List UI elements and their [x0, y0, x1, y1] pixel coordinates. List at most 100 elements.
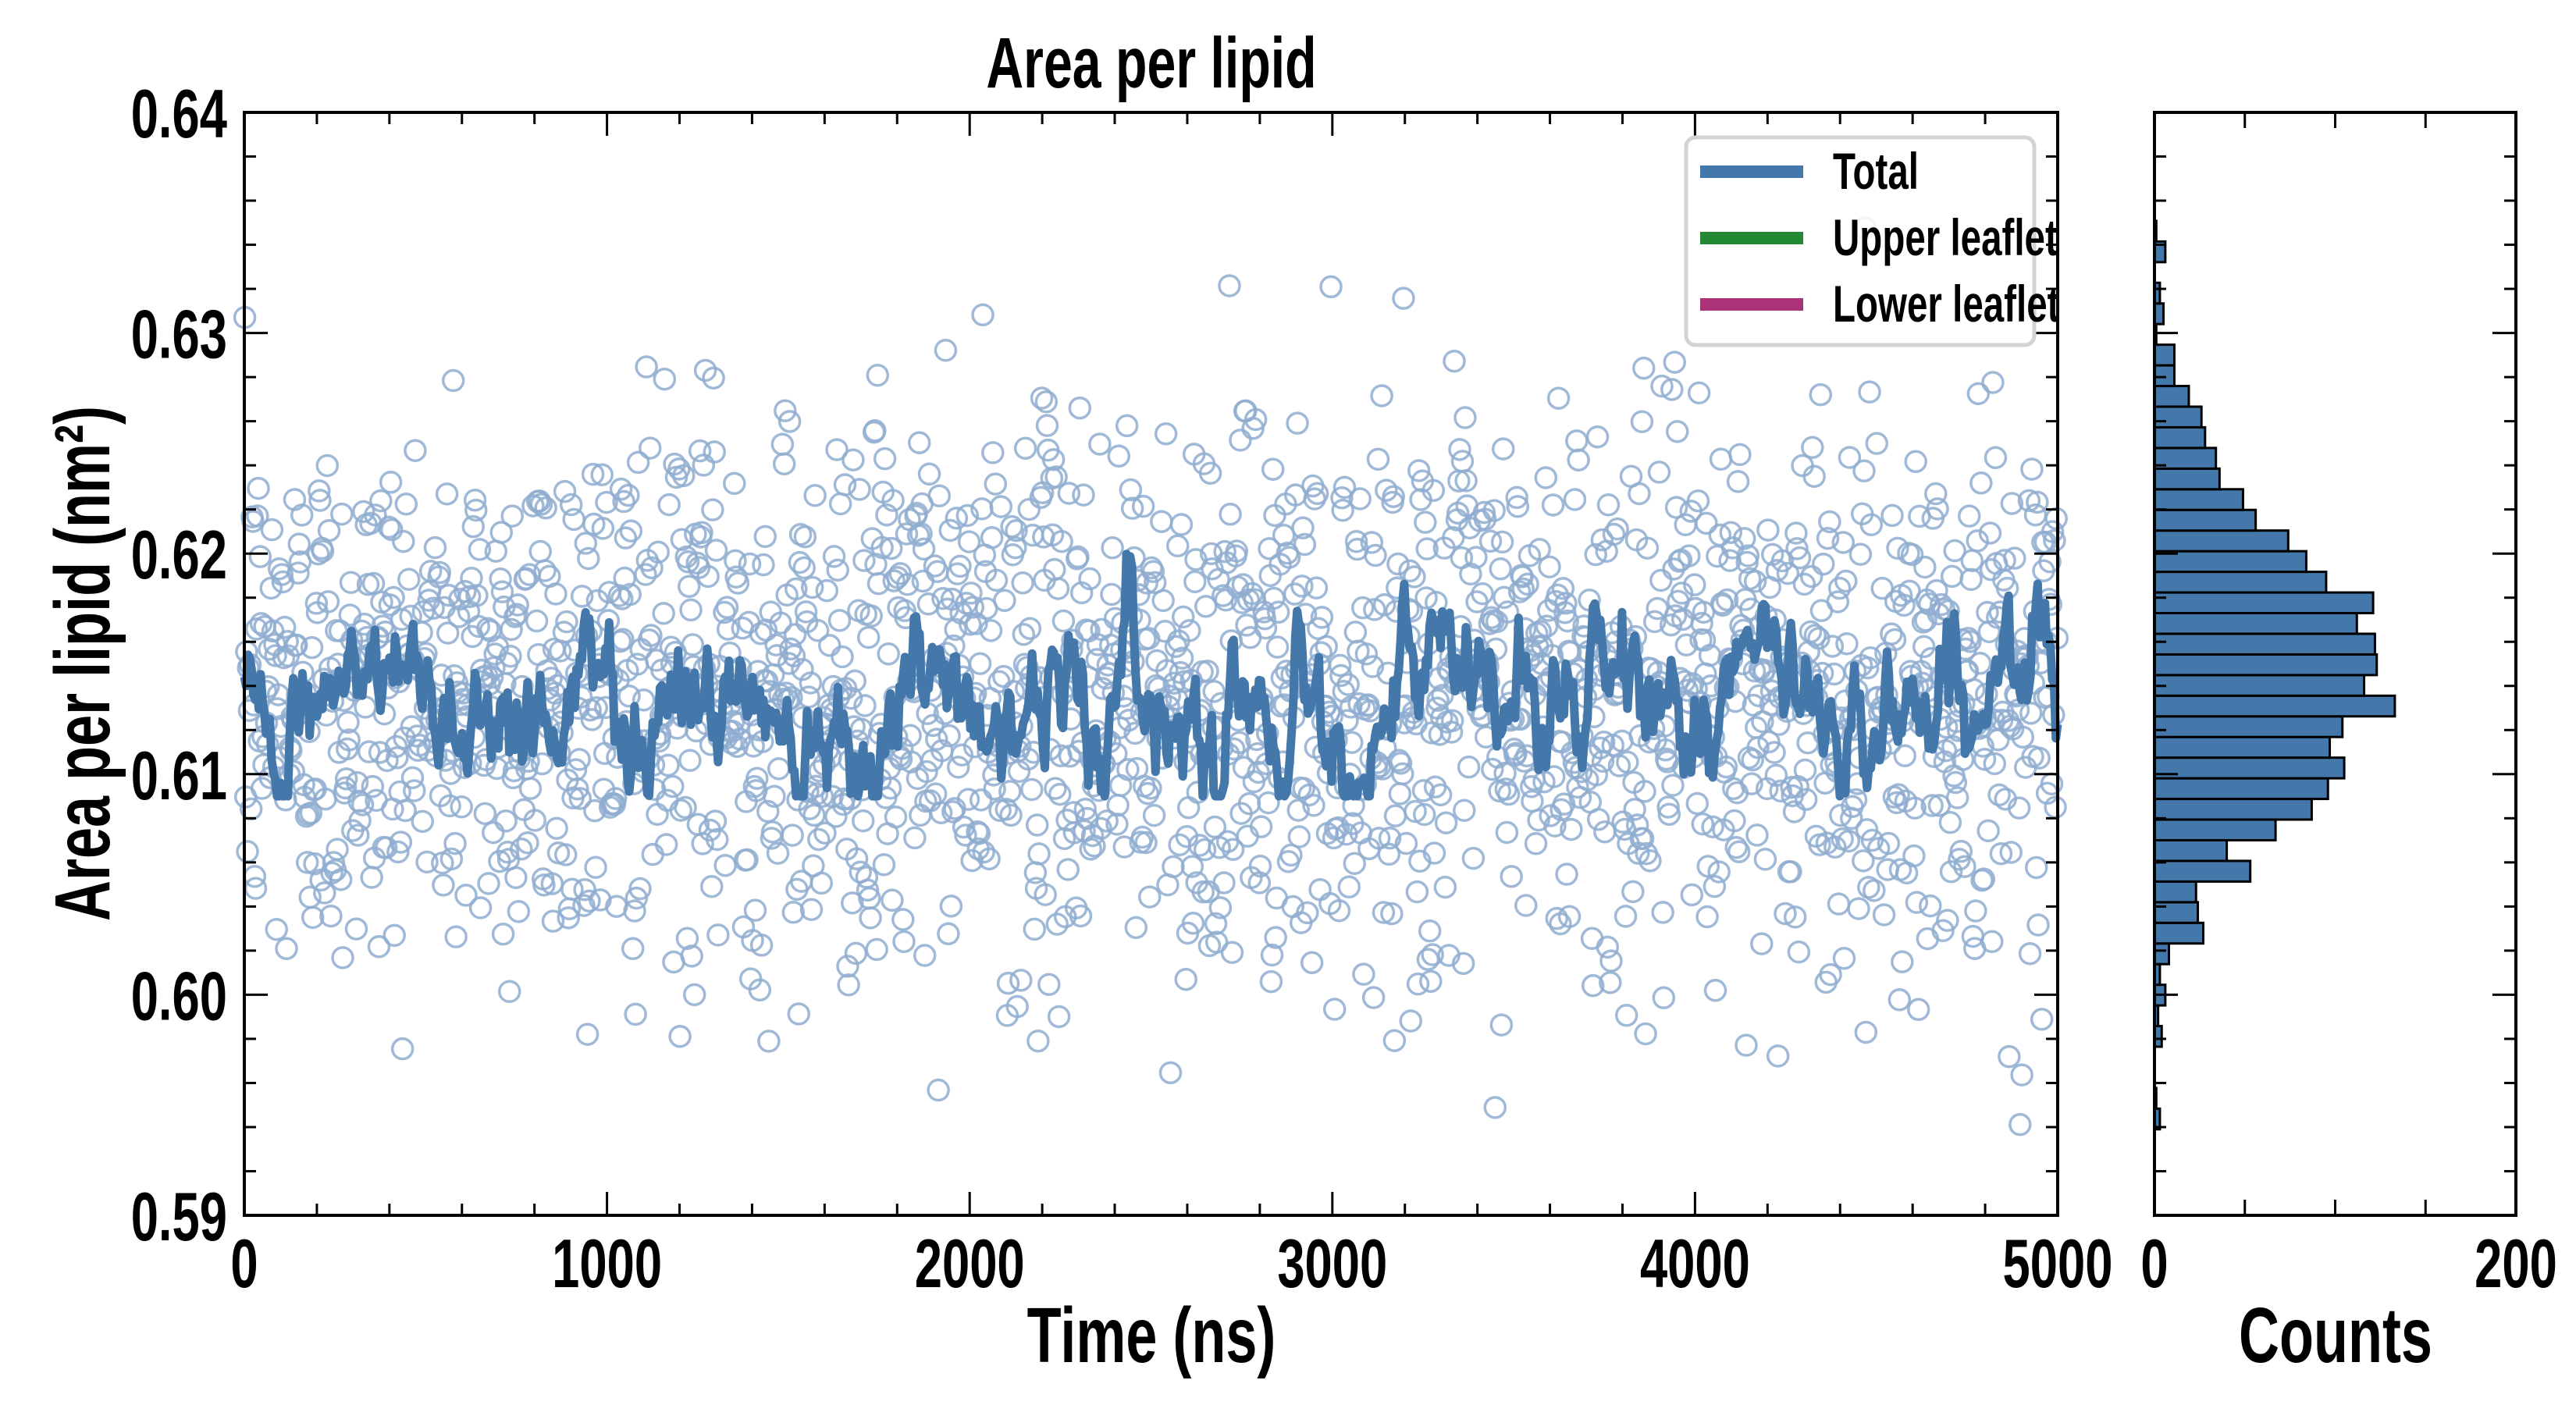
- scatter-point: [618, 582, 642, 606]
- scatter-point: [895, 522, 919, 546]
- scatter-point: [961, 596, 985, 619]
- scatter-point: [877, 642, 900, 666]
- scatter-point: [1414, 510, 1437, 534]
- scatter-point: [656, 753, 680, 777]
- scatter-point: [300, 635, 324, 660]
- scatter-point: [1495, 820, 1519, 845]
- scatter-point: [1527, 808, 1550, 832]
- scatter-point: [1017, 497, 1041, 521]
- scatter-point: [1181, 912, 1205, 935]
- scatter-point: [927, 1078, 950, 1102]
- scatter-point: [1770, 549, 1795, 573]
- scatter-point: [1489, 1013, 1514, 1037]
- scatter-point: [1966, 529, 1989, 553]
- scatter-point: [1638, 849, 1662, 873]
- histogram-bar: [2153, 364, 2176, 388]
- scatter-point: [1826, 590, 1850, 614]
- scatter-point: [592, 742, 617, 766]
- scatter-point: [841, 891, 864, 915]
- scatter-point: [1893, 744, 1917, 767]
- scatter-point: [1633, 780, 1656, 803]
- scatter-point: [528, 539, 552, 564]
- scatter-point: [301, 905, 325, 930]
- scatter-point: [1769, 779, 1792, 803]
- scatter-point: [1931, 919, 1955, 942]
- histogram-bar: [2153, 612, 2358, 635]
- scatter-point: [1585, 425, 1610, 449]
- scatter-point: [989, 495, 1013, 518]
- scatter-point: [482, 820, 505, 845]
- scatter-point: [1415, 537, 1439, 560]
- main-axes-frame: [243, 111, 2059, 1217]
- scatter-point: [1080, 823, 1105, 848]
- scatter-point: [1382, 485, 1405, 508]
- scatter-point: [992, 664, 1016, 688]
- scatter-point: [657, 493, 681, 517]
- scatter-point: [1115, 414, 1139, 438]
- scatter-point: [1050, 529, 1073, 553]
- scatter-point: [1625, 813, 1649, 837]
- scatter-point: [585, 696, 608, 720]
- scatter-point: [1348, 487, 1372, 510]
- scatter-point: [881, 888, 904, 912]
- scatter-point: [1453, 406, 1477, 429]
- scatter-point: [1068, 396, 1092, 420]
- scatter-point: [491, 922, 515, 946]
- scatter-point: [1630, 410, 1654, 433]
- scatter-point: [927, 484, 952, 507]
- scatter-point: [1706, 544, 1729, 568]
- scatter-point: [1809, 382, 1833, 407]
- scatter-point: [1304, 576, 1329, 599]
- scatter-point: [1302, 794, 1325, 817]
- scatter-point: [1844, 788, 1868, 812]
- scatter-point: [1940, 564, 1964, 589]
- scatter-point: [441, 368, 465, 393]
- scatter-point: [1723, 809, 1746, 833]
- scatter-point: [1364, 543, 1387, 567]
- scatter-point: [863, 419, 887, 443]
- scatter-point: [1936, 909, 1959, 932]
- scatter-point: [2008, 1112, 2032, 1136]
- scatter-point: [1555, 863, 1578, 886]
- scatter-point: [1827, 892, 1851, 916]
- scatter-point: [1453, 799, 1476, 823]
- scatter-point: [326, 838, 349, 861]
- scatter-point: [270, 563, 294, 586]
- scatter-point: [1989, 841, 2013, 866]
- scatter-point: [1913, 555, 1937, 579]
- scatter-point: [1999, 841, 2023, 864]
- scatter-point: [529, 493, 553, 516]
- scatter-point: [545, 816, 568, 840]
- scatter-point: [1283, 582, 1307, 606]
- scatter-point: [1107, 444, 1131, 468]
- scatter-point: [1726, 470, 1750, 493]
- scatter-point: [392, 529, 415, 553]
- scatter-point: [1560, 817, 1583, 841]
- scatter-point: [921, 713, 945, 738]
- scatter-point: [336, 737, 359, 761]
- scatter-point: [1959, 567, 1983, 592]
- scatter-point: [319, 904, 343, 928]
- scatter-point: [735, 848, 759, 872]
- scatter-point: [311, 539, 335, 563]
- scatter-point: [1670, 582, 1694, 605]
- scatter-point: [337, 728, 361, 752]
- scatter-point: [1632, 356, 1656, 380]
- scatter-point: [347, 823, 370, 847]
- scatter-point: [1198, 461, 1222, 486]
- scatter-point: [1859, 513, 1884, 537]
- scatter-point: [950, 743, 974, 767]
- scatter-point: [1674, 513, 1697, 537]
- scatter-point: [1506, 495, 1530, 518]
- scatter-point: [781, 823, 804, 847]
- histogram-bar: [2153, 674, 2366, 697]
- scatter-point: [1631, 827, 1655, 851]
- scatter-point: [435, 482, 459, 506]
- scatter-point: [432, 873, 455, 897]
- scatter-point: [247, 476, 270, 500]
- scatter-point: [1229, 429, 1252, 452]
- scatter-point: [584, 855, 607, 879]
- scatter-point: [937, 922, 960, 946]
- scatter-point: [1057, 482, 1081, 505]
- scatter-point: [893, 599, 916, 623]
